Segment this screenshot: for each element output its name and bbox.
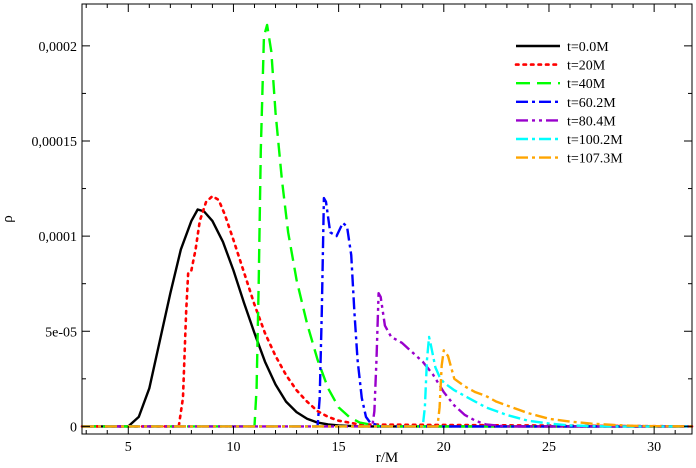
legend-label-0: t=0.0M: [567, 40, 609, 55]
x-axis-title: r/M: [376, 450, 399, 466]
series-layer: [80, 23, 694, 428]
y-tick-label: 0,00015: [32, 135, 78, 150]
legend-label-4: t=80.4M: [567, 114, 616, 129]
series-line-5: [82, 335, 692, 428]
y-axis-title: ρ: [0, 215, 16, 223]
y-tick-label: 5e-05: [45, 325, 77, 340]
x-tick-label: 15: [332, 440, 346, 455]
y-tick-label: 0: [70, 420, 77, 435]
x-tick-label: 5: [125, 440, 132, 455]
series-line-2: [82, 23, 692, 428]
legend-label-6: t=107.3M: [567, 152, 623, 167]
x-tick-label: 10: [226, 440, 240, 455]
x-tick-label: 30: [647, 440, 661, 455]
series-line-3: [82, 196, 692, 428]
legend-label-2: t=40M: [567, 77, 606, 92]
x-tick-label: 20: [437, 440, 451, 455]
legend-label-1: t=20M: [567, 59, 606, 74]
y-tick-label: 0,0001: [39, 230, 78, 245]
legend-label-3: t=60.2M: [567, 96, 616, 111]
plot-frame: [81, 3, 693, 435]
y-tick-label: 0,0002: [39, 40, 78, 55]
legend: t=0.0M t=20M t=40M t=60.2M t=80.4M t=100.2M t=…: [514, 40, 623, 167]
series-line-6: [82, 349, 693, 428]
ticks-layer: 5 10 15 20 25 30 0 5e-05 0,0001 0,00015 0,0002: [32, 4, 692, 455]
legend-label-5: t=100.2M: [567, 133, 623, 148]
series-line-4: [82, 292, 692, 428]
series-line-1: [80, 194, 694, 428]
x-tick-label: 25: [542, 440, 556, 455]
